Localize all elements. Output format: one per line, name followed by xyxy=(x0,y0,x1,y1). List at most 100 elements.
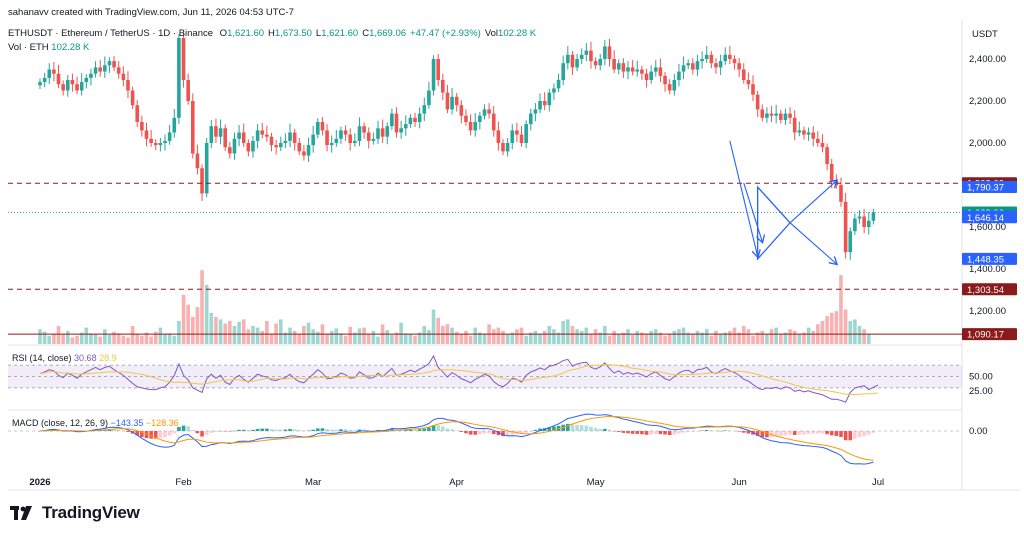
candle-body xyxy=(515,130,519,135)
volume-bar xyxy=(454,331,459,344)
volume-bar xyxy=(366,334,371,344)
candle-body xyxy=(566,54,570,64)
macd-histogram-bar xyxy=(329,429,334,431)
volume-bar xyxy=(630,334,635,344)
candle-body xyxy=(621,63,626,72)
candle-body xyxy=(172,117,177,133)
candle-body xyxy=(52,69,56,74)
volume-bar xyxy=(56,325,61,344)
macd-histogram-bar xyxy=(663,431,667,435)
macd-title: MACD (close, 12, 26, 9) xyxy=(12,418,109,428)
volume-bar xyxy=(603,325,607,344)
candle-body xyxy=(774,113,778,116)
currency-label[interactable]: USDT xyxy=(972,29,998,40)
volume-bar xyxy=(260,330,265,344)
candle-body xyxy=(603,46,607,59)
candle-body xyxy=(510,130,515,143)
macd-histogram-bar xyxy=(783,431,788,436)
candle-body xyxy=(556,80,561,89)
volume-bar xyxy=(570,325,575,344)
rsi-ma-line xyxy=(39,364,879,396)
candle-body xyxy=(380,128,385,137)
candle-body xyxy=(408,117,413,125)
candle-body xyxy=(325,130,329,146)
candle-body xyxy=(584,50,589,55)
macd-histogram-bar xyxy=(829,431,834,436)
candle-body xyxy=(399,128,403,133)
candle-body xyxy=(658,67,663,76)
candle-body xyxy=(200,168,204,194)
candle-body xyxy=(214,126,218,137)
time-tick-label: 2026 xyxy=(29,477,50,488)
candle-body xyxy=(519,134,524,143)
macd-histogram-bar xyxy=(288,428,292,431)
macd-histogram-bar xyxy=(598,428,603,431)
macd-histogram-bar xyxy=(204,431,209,436)
macd-histogram-bar xyxy=(265,428,269,431)
volume-bar xyxy=(788,329,792,344)
candle-body xyxy=(204,143,209,194)
volume-bar xyxy=(561,321,565,344)
candle-body xyxy=(538,101,542,110)
volume-bar xyxy=(42,331,47,344)
candle-body xyxy=(98,67,102,72)
candle-body xyxy=(190,101,195,154)
volume-bar xyxy=(510,332,515,344)
price-tag xyxy=(962,181,1017,194)
price-tag-label: 1,646.14 xyxy=(967,213,1004,224)
macd-histogram-bar xyxy=(422,428,427,431)
macd-histogram-bar xyxy=(441,426,445,431)
volume-label[interactable]: Vol · ETH xyxy=(8,42,49,53)
macd-histogram-bar xyxy=(843,431,848,441)
volume-bar xyxy=(246,329,251,344)
volume-bar xyxy=(144,332,149,344)
level-price-tag xyxy=(962,283,1017,296)
candle-body xyxy=(130,90,135,106)
volume-bar xyxy=(797,334,802,344)
volume-bar xyxy=(714,330,718,344)
candle-body xyxy=(746,80,751,85)
volume-bar xyxy=(769,329,774,344)
volume-bar xyxy=(441,325,445,344)
candle-body xyxy=(741,69,746,80)
macd-histogram-bar xyxy=(681,431,686,433)
macd-histogram-bar xyxy=(589,426,593,431)
volume-bar xyxy=(695,330,700,344)
price-tick-label: 1,600.00 xyxy=(969,222,1006,233)
volume-bar xyxy=(459,334,464,344)
volume-legend: Vol · ETH 102.28 K xyxy=(8,42,89,53)
volume-bar xyxy=(681,327,686,344)
macd-histogram-bar xyxy=(237,429,241,431)
candle-body xyxy=(769,113,774,116)
macd-histogram-bar xyxy=(209,431,214,434)
tradingview-logo[interactable]: TradingView xyxy=(10,503,140,523)
macd-histogram-bar xyxy=(658,431,663,435)
candle-body xyxy=(241,132,246,143)
macd-histogram-bar xyxy=(718,430,723,432)
macd-histogram-bar xyxy=(677,431,681,434)
macd-histogram-bar xyxy=(112,429,116,431)
candle-body xyxy=(112,61,116,68)
volume-bar xyxy=(760,330,765,344)
volume-bar xyxy=(209,312,214,344)
candle-body xyxy=(422,105,427,114)
candle-body xyxy=(394,113,399,133)
rsi-legend[interactable]: RSI (14, close) 30.68 28.9 xyxy=(12,353,117,363)
candle-body xyxy=(376,128,380,139)
candle-body xyxy=(487,109,491,114)
volume-bar xyxy=(635,330,640,344)
candle-body xyxy=(334,138,339,143)
symbol-title[interactable]: ETHUSDT · Ethereum / TetherUS · 1D · Bin… xyxy=(8,28,214,39)
candle-body xyxy=(612,59,616,70)
candle-body xyxy=(848,231,853,253)
macd-histogram-bar xyxy=(566,423,570,431)
volume-bar xyxy=(515,329,519,344)
volume-bar xyxy=(297,334,302,344)
macd-legend[interactable]: MACD (close, 12, 26, 9) −143.35 −128.36 xyxy=(12,418,179,428)
macd-histogram-bar xyxy=(195,431,200,434)
volume-bar xyxy=(371,330,376,344)
volume-bar xyxy=(75,335,79,344)
volume-bar xyxy=(792,330,797,344)
candle-body xyxy=(135,105,140,122)
